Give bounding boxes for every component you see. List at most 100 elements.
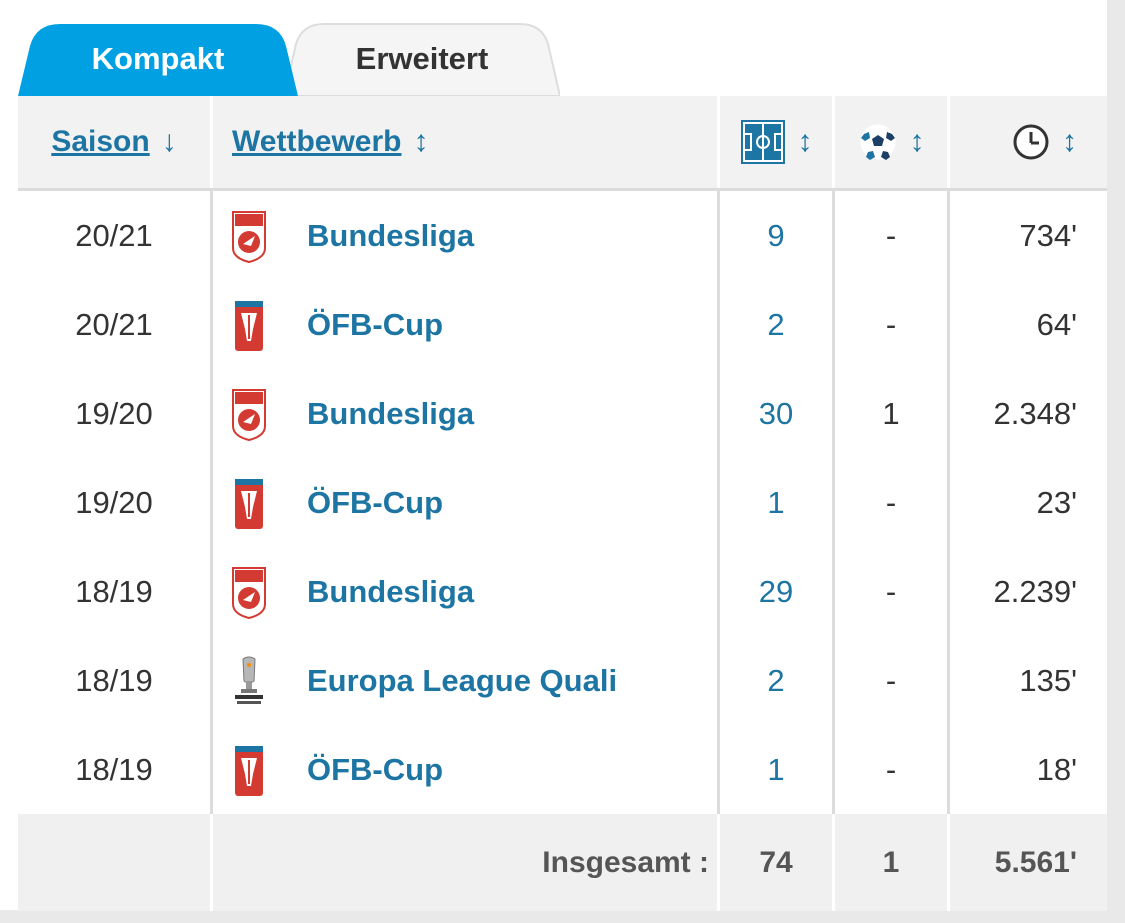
goals-cell: - [835,725,950,814]
goals-cell: - [835,191,950,280]
tab-erweitert[interactable]: Erweitert [284,22,560,96]
pitch-icon [740,120,785,164]
sort-both-icon[interactable]: ↕ [797,125,813,158]
minutes-value: 64' [1036,306,1077,342]
table-row: 20/21 Bundesliga 9 - 734' [18,191,1107,283]
competition-sort-link[interactable]: Wettbewerb [232,125,402,158]
bundesliga-logo[interactable] [229,208,269,264]
minutes-cell: 2.348' [950,369,1107,458]
season-cell: 18/19 [18,725,213,814]
minutes-cell: 23' [950,458,1107,547]
apps-link[interactable]: 9 [767,217,785,253]
season-cell: 19/20 [18,369,213,458]
column-header-season[interactable]: Saison ↓ [18,96,213,188]
column-header-goals[interactable]: ↕ [835,96,950,188]
goals-value: - [885,751,897,787]
sort-both-icon[interactable]: ↕ [413,125,429,158]
total-goals-cell: 1 [835,814,950,911]
oefb-cup-logo[interactable] [229,297,269,353]
bundesliga-logo[interactable] [229,386,269,442]
total-label-cell: Insgesamt : [213,814,720,911]
table-row: 20/21 ÖFB-Cup 2 - 64' [18,280,1107,372]
total-apps-cell: 74 [720,814,835,911]
competition-link[interactable]: Bundesliga [307,395,475,431]
goals-value: - [885,306,897,342]
goals-cell: - [835,458,950,547]
competition-cell: ÖFB-Cup [213,725,720,814]
column-header-apps[interactable]: ↕ [720,96,835,188]
competition-cell: Europa League Quali [213,636,720,725]
season-cell: 19/20 [18,458,213,547]
competition-cell: ÖFB-Cup [213,458,720,547]
competition-link[interactable]: Bundesliga [307,573,475,609]
minutes-value: 734' [1019,217,1077,253]
season-sort-link[interactable]: Saison [51,125,150,158]
season-value: 18/19 [75,662,153,698]
apps-link[interactable]: 2 [767,662,785,698]
footer-empty-cell [18,814,213,911]
oefb-cup-logo[interactable] [229,475,269,531]
table-footer: Insgesamt : 74 1 5.561' [18,814,1107,911]
competition-link[interactable]: ÖFB-Cup [307,306,444,342]
total-minutes: 5.561' [994,845,1077,879]
total-goals: 1 [882,845,900,879]
competition-link[interactable]: ÖFB-Cup [307,751,444,787]
minutes-value: 18' [1036,751,1077,787]
bundesliga-logo[interactable] [229,564,269,620]
apps-link[interactable]: 2 [767,306,785,342]
competition-cell: Bundesliga [213,547,720,636]
apps-link[interactable]: 1 [767,484,785,520]
goals-value: - [885,573,897,609]
minutes-value: 2.239' [993,573,1078,609]
apps-cell: 2 [720,636,835,725]
season-cell: 20/21 [18,191,213,280]
minutes-cell: 734' [950,191,1107,280]
ball-icon [859,123,896,161]
sort-both-icon[interactable]: ↕ [1062,125,1077,158]
competition-link[interactable]: ÖFB-Cup [307,484,444,520]
apps-cell: 1 [720,458,835,547]
competition-cell: Bundesliga [213,191,720,280]
season-value: 18/19 [75,751,153,787]
column-header-minutes[interactable]: ↕ [950,96,1107,188]
apps-link[interactable]: 1 [767,751,785,787]
season-cell: 20/21 [18,280,213,369]
minutes-cell: 2.239' [950,547,1107,636]
table-row: 18/19 ÖFB-Cup 1 - 18' [18,725,1107,817]
oefb-cup-logo[interactable] [229,742,269,798]
season-cell: 18/19 [18,636,213,725]
tab-erweitert-label: Erweitert [355,41,489,76]
minutes-value: 23' [1036,484,1077,520]
minutes-value: 135' [1019,662,1077,698]
total-apps: 74 [759,845,793,879]
competition-link[interactable]: Bundesliga [307,217,475,253]
season-cell: 18/19 [18,547,213,636]
goals-value: - [885,484,897,520]
column-header-competition[interactable]: Wettbewerb ↕ [213,96,720,188]
sort-both-icon[interactable]: ↕ [909,125,925,158]
sort-down-icon[interactable]: ↓ [161,125,177,158]
apps-cell: 9 [720,191,835,280]
europa-league-logo[interactable] [229,653,269,709]
clock-icon [1013,124,1049,160]
table-row: 18/19 Bundesliga 29 - 2.239' [18,547,1107,639]
apps-link[interactable]: 29 [758,573,794,609]
table-row: 19/20 ÖFB-Cup 1 - 23' [18,458,1107,550]
table-row: 18/19 Europa League Quali 2 - 135' [18,636,1107,728]
competition-cell: ÖFB-Cup [213,280,720,369]
season-value: 20/21 [75,306,153,342]
minutes-cell: 135' [950,636,1107,725]
competition-link[interactable]: Europa League Quali [307,662,618,698]
tab-kompakt-label: Kompakt [91,41,225,76]
season-value: 19/20 [75,484,153,520]
table-row: 19/20 Bundesliga 30 1 2.348' [18,369,1107,461]
apps-cell: 29 [720,547,835,636]
season-value: 18/19 [75,573,153,609]
panel-right-border [1107,0,1125,923]
tab-kompakt[interactable]: Kompakt [18,22,298,96]
apps-cell: 30 [720,369,835,458]
minutes-value: 2.348' [993,395,1078,431]
apps-link[interactable]: 30 [758,395,794,431]
total-minutes-cell: 5.561' [950,814,1107,911]
